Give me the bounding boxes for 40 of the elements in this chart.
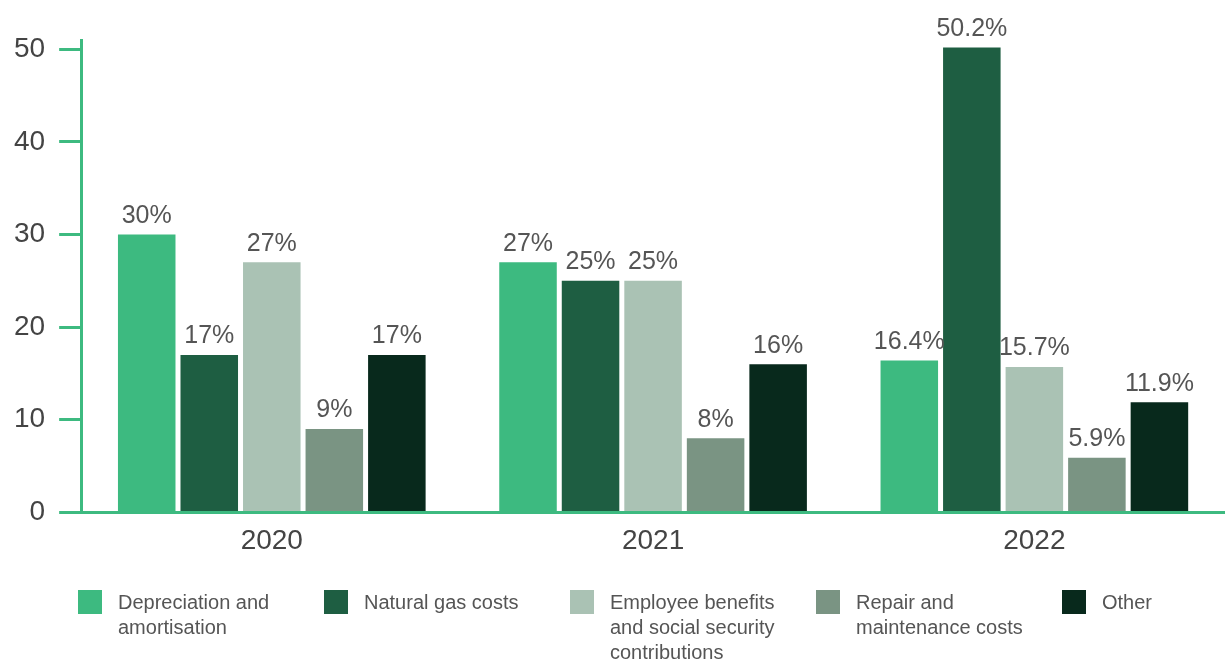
y-tick-label: 40	[13, 124, 46, 156]
legend-label: Employee benefits and social security contributions	[610, 590, 776, 665]
bar	[1130, 402, 1189, 511]
bar	[749, 364, 807, 511]
data-label: 17%	[184, 320, 235, 349]
data-label: 50.2%	[936, 12, 1008, 41]
data-label: 25%	[565, 246, 616, 275]
data-label: 17%	[371, 320, 422, 349]
bar	[624, 280, 682, 511]
bar	[243, 262, 301, 511]
x-tick-label: 2020	[240, 523, 303, 555]
legend-label: Depreciation and amortisation	[118, 590, 271, 640]
legend-label: Other	[1102, 590, 1153, 615]
data-label: 27%	[502, 227, 554, 256]
legend-label: Repair and maintenance costs	[856, 590, 1024, 640]
data-label: 25%	[628, 246, 679, 275]
data-label: 5.9%	[1068, 423, 1126, 452]
y-tick-label: 10	[13, 402, 46, 434]
data-label: 11.9%	[1124, 367, 1194, 396]
data-label: 30%	[121, 199, 172, 228]
y-tick-label: 20	[13, 309, 46, 341]
bar	[686, 438, 745, 511]
bar	[1005, 366, 1064, 511]
data-label: 9%	[316, 394, 353, 423]
y-tick-label: 30	[13, 217, 46, 249]
x-tick-label: 2022	[1003, 523, 1066, 555]
data-label: 8%	[697, 403, 734, 432]
legend-label: Natural gas costs	[364, 590, 519, 615]
bar	[368, 354, 426, 511]
y-tick-label: 0	[29, 495, 46, 527]
bar	[180, 354, 239, 511]
data-label: 27%	[246, 227, 297, 256]
data-label: 15.7%	[998, 332, 1070, 361]
bar	[561, 280, 620, 511]
bar	[305, 429, 364, 511]
bar	[1068, 457, 1126, 511]
x-tick-label: 2021	[621, 523, 685, 555]
bar	[943, 47, 1001, 511]
y-tick-label: 50	[13, 31, 46, 63]
data-label: 16%	[753, 329, 804, 358]
